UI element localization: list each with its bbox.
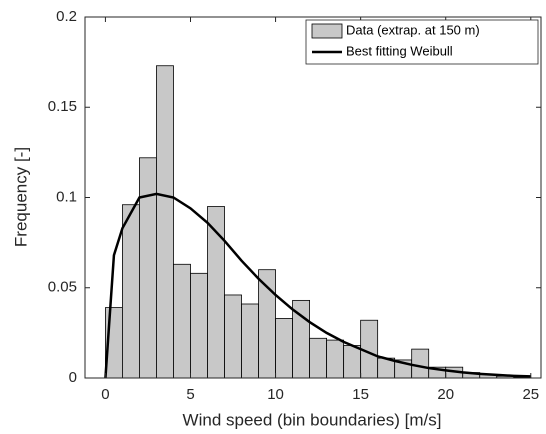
x-tick-label: 10 <box>267 386 284 403</box>
bar <box>326 339 345 379</box>
bar <box>343 345 362 379</box>
bar <box>224 294 242 379</box>
bar <box>139 157 157 379</box>
x-tick-label: 5 <box>186 386 194 403</box>
x-tick-label: 0 <box>101 386 109 403</box>
x-tick-label: 25 <box>522 386 539 403</box>
line <box>104 192 531 379</box>
x-tick-label: 15 <box>352 386 369 403</box>
y-tick-label: 0.2 <box>56 8 77 25</box>
y-tick-label: 0.05 <box>48 279 77 296</box>
legend-box <box>305 19 539 65</box>
bar <box>122 204 140 379</box>
bar <box>411 348 430 379</box>
bar <box>241 303 259 379</box>
bar <box>156 65 174 379</box>
x-tick-label: 20 <box>437 386 454 403</box>
bar <box>173 263 191 379</box>
bar <box>309 337 328 379</box>
y-axis-label: Frequency [-] <box>11 147 30 247</box>
legend-swatch <box>311 23 343 39</box>
y-tick-label: 0.1 <box>56 188 77 205</box>
legend-label: Data (extrap. at 150 m) <box>346 22 480 37</box>
y-tick-label: 0 <box>69 369 77 386</box>
x-axis-label: Wind speed (bin boundaries) [m/s] <box>183 410 442 429</box>
y-tick-label: 0.15 <box>48 98 77 115</box>
bar <box>190 272 208 379</box>
legend-label: Best fitting Weibull <box>346 43 453 58</box>
bar <box>275 318 293 379</box>
